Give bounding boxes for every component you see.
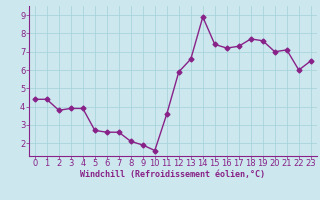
X-axis label: Windchill (Refroidissement éolien,°C): Windchill (Refroidissement éolien,°C) [80, 170, 265, 179]
